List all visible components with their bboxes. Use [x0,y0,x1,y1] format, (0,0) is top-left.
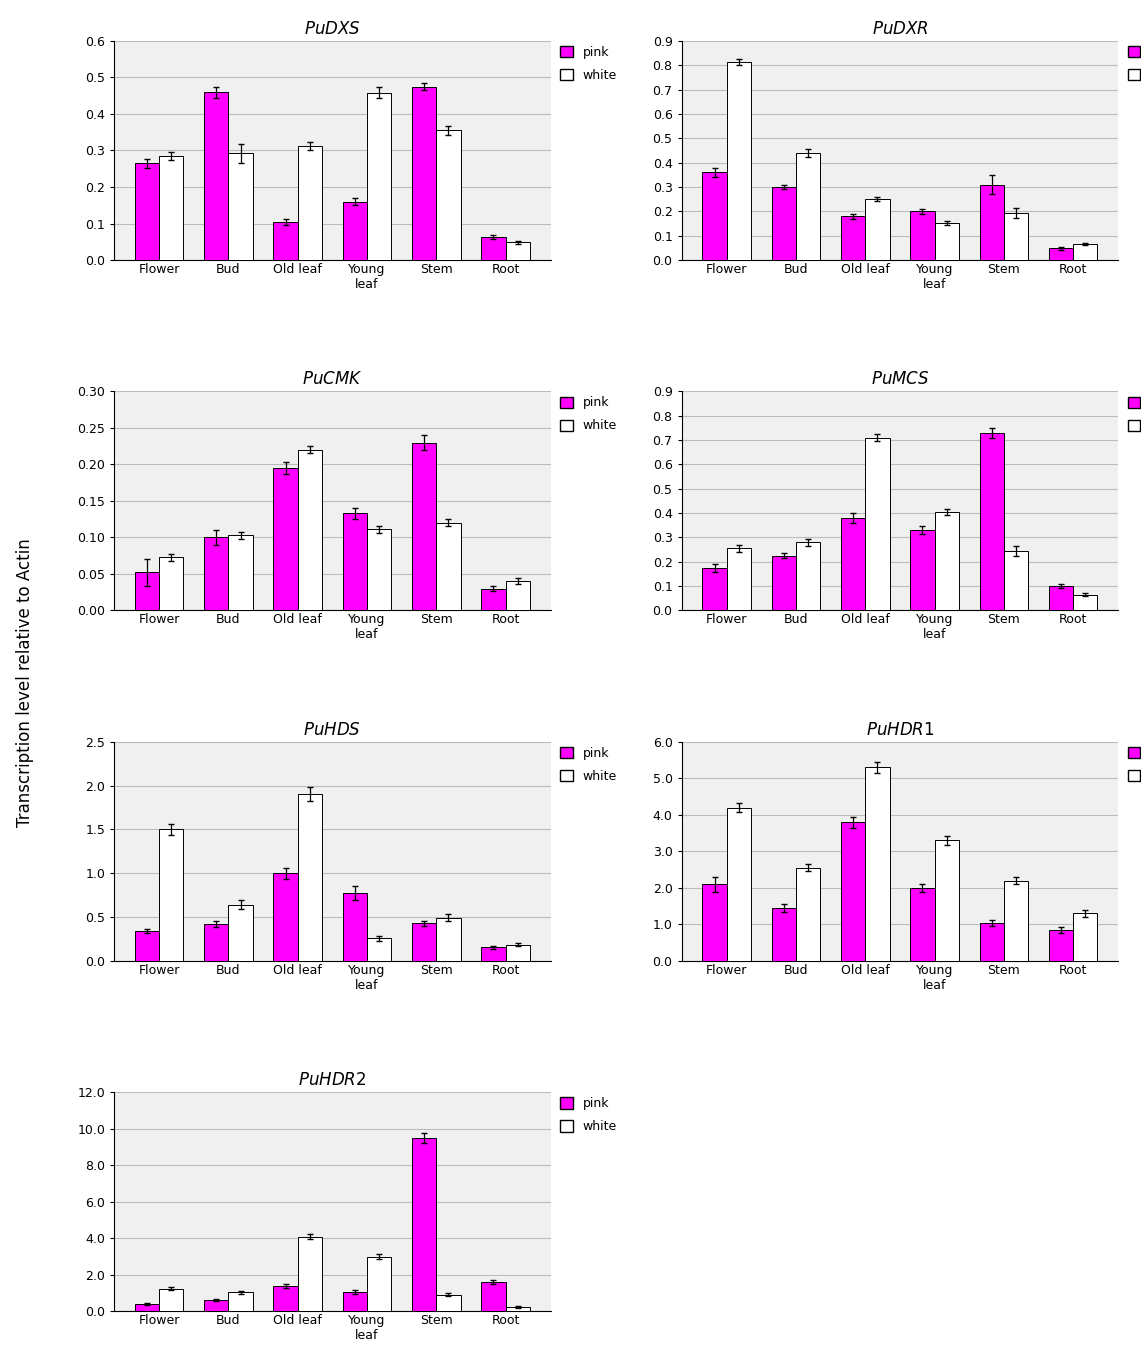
Title: $\mathbf{\mathit{PuHDS}}$: $\mathbf{\mathit{PuHDS}}$ [304,721,362,739]
Bar [135,1305,159,1311]
Bar [367,93,391,260]
Bar [727,548,751,611]
Bar [1074,594,1098,611]
Bar [703,568,727,611]
Bar [980,922,1004,960]
Bar [727,61,751,260]
Title: $\mathbf{\mathit{PuHDR2}}$: $\mathbf{\mathit{PuHDR2}}$ [298,1071,366,1089]
Bar [1074,245,1098,260]
Bar [274,221,298,260]
Bar [342,514,367,611]
Bar [1004,550,1028,611]
Bar [342,892,367,960]
Bar [298,1236,322,1311]
Bar [367,1257,391,1311]
Bar [274,873,298,960]
Bar [505,945,529,960]
Title: $\mathbf{\mathit{PuHDR1}}$: $\mathbf{\mathit{PuHDR1}}$ [866,721,934,739]
Title: $\mathbf{\mathit{PuMCS}}$: $\mathbf{\mathit{PuMCS}}$ [871,370,929,388]
Bar [159,557,184,611]
Bar [204,537,228,611]
Bar [159,156,184,260]
Bar [204,92,228,260]
Bar [228,904,252,960]
Bar [342,1292,367,1311]
Bar [771,187,796,260]
Bar [436,130,461,260]
Legend: pink, white: pink, white [1123,742,1141,788]
Bar [412,923,436,960]
Bar [1074,914,1098,960]
Bar [771,556,796,611]
Bar [934,223,958,260]
Bar [796,867,820,960]
Title: $\mathbf{\mathit{PuDXS}}$: $\mathbf{\mathit{PuDXS}}$ [304,20,361,38]
Bar [934,840,958,960]
Bar [135,932,159,960]
Bar [1049,586,1074,611]
Bar [841,518,865,611]
Bar [796,542,820,611]
Legend: pink, white: pink, white [555,392,622,437]
Bar [505,582,529,611]
Bar [436,1295,461,1311]
Bar [228,535,252,611]
Bar [911,212,934,260]
Bar [482,589,505,611]
Bar [703,884,727,960]
Bar [228,1292,252,1311]
Bar [298,795,322,960]
Bar [436,918,461,960]
Title: $\mathbf{\mathit{PuCMK}}$: $\mathbf{\mathit{PuCMK}}$ [302,370,363,388]
Bar [274,469,298,611]
Bar [1004,213,1028,260]
Bar [159,829,184,960]
Bar [135,164,159,260]
Bar [865,768,890,960]
Bar [865,437,890,611]
Legend: pink, white: pink, white [1123,392,1141,437]
Bar [342,202,367,260]
Bar [436,523,461,611]
Legend: pink, white: pink, white [555,41,622,87]
Bar [204,925,228,960]
Legend: pink, white: pink, white [555,1093,622,1138]
Bar [703,172,727,260]
Bar [412,1138,436,1311]
Legend: pink, white: pink, white [555,742,622,788]
Bar [796,153,820,260]
Bar [1004,881,1028,960]
Bar [367,938,391,960]
Bar [865,198,890,260]
Bar [980,433,1004,611]
Title: $\mathbf{\mathit{PuDXR}}$: $\mathbf{\mathit{PuDXR}}$ [872,20,929,38]
Bar [274,1285,298,1311]
Bar [727,807,751,960]
Bar [505,1307,529,1311]
Bar [771,908,796,960]
Bar [934,512,958,611]
Bar [980,184,1004,260]
Legend: pink, white: pink, white [1123,41,1141,87]
Bar [482,238,505,260]
Bar [298,449,322,611]
Bar [135,572,159,611]
Bar [412,443,436,611]
Bar [482,1283,505,1311]
Bar [911,888,934,960]
Bar [482,948,505,960]
Bar [505,243,529,260]
Bar [298,146,322,260]
Bar [841,822,865,960]
Bar [412,86,436,260]
Bar [159,1288,184,1311]
Bar [1049,930,1074,960]
Bar [204,1300,228,1311]
Bar [841,216,865,260]
Bar [367,530,391,611]
Bar [911,530,934,611]
Text: Transcription level relative to Actin: Transcription level relative to Actin [16,538,34,828]
Bar [228,153,252,260]
Bar [1049,249,1074,260]
